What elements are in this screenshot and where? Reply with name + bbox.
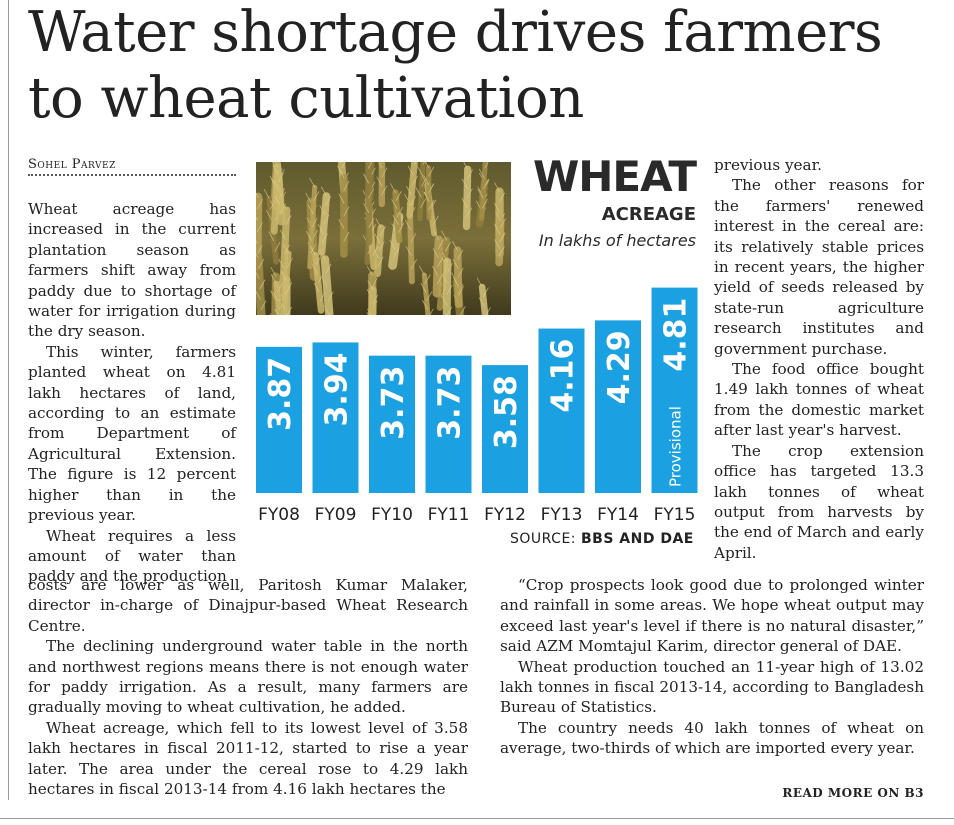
chart-source: SOURCE: BBS AND DAE <box>510 531 694 547</box>
article-paragraph: Wheat production touched an 11-year high… <box>500 657 924 717</box>
article-paragraph: previous year. <box>714 156 822 174</box>
bar-value-label: 4.81 <box>659 298 694 372</box>
bar-fy14 <box>595 320 641 493</box>
bar-fy13 <box>538 328 585 493</box>
chart-unit-label: In lakhs of hectares <box>538 231 696 250</box>
article-paragraph: The food office bought 1.49 lakh tonnes … <box>714 360 924 440</box>
byline: Sohel Parvez <box>28 157 116 172</box>
article-column-left: Wheat acreage has increased in the curre… <box>28 199 236 587</box>
bar-value-label: 3.73 <box>376 366 411 440</box>
bar-value-label: 4.16 <box>546 339 581 413</box>
bar-fy11 <box>425 355 472 493</box>
bar-fy09 <box>312 342 359 493</box>
bar-value-label: 4.29 <box>602 330 637 404</box>
source-value: BBS AND DAE <box>580 531 694 547</box>
chart-title: WHEAT <box>532 152 697 201</box>
bar-annotation: Provisional <box>667 406 685 487</box>
category-label: FY12 <box>484 505 526 525</box>
bar-value-label: 3.58 <box>489 375 524 449</box>
bar-value-label: 3.94 <box>320 352 355 426</box>
page-rule-bottom <box>0 818 954 819</box>
category-label: FY15 <box>654 505 696 525</box>
article-paragraph: Wheat acreage has increased in the curre… <box>28 200 236 341</box>
article-paragraph: The crop extension office has targeted 1… <box>714 441 924 562</box>
bar-value-label: 3.73 <box>433 366 468 440</box>
category-label: FY09 <box>315 505 357 525</box>
bar-value-label: 3.87 <box>263 357 298 431</box>
article-paragraph: costs are lower as well, Paritosh Kumar … <box>28 576 468 635</box>
bar-fy12 <box>482 365 528 493</box>
article-column-right-wide: “Crop prospects look good due to prolong… <box>500 575 924 759</box>
chart-subtitle: ACREAGE <box>601 204 696 225</box>
category-label: FY14 <box>597 505 639 525</box>
headline: Water shortage drives farmers to wheat c… <box>28 0 883 131</box>
article-paragraph: The other reasons for the farmers' renew… <box>714 176 924 358</box>
article-paragraph: This winter, farmers planted wheat on 4.… <box>28 342 236 525</box>
bar-fy15 <box>651 287 698 493</box>
bar-fy08 <box>256 346 302 493</box>
category-label: FY11 <box>428 505 470 525</box>
column-rule-left <box>8 0 9 800</box>
article-paragraph: The country needs 40 lakh tonnes of whea… <box>500 718 924 758</box>
byline-divider <box>28 174 236 176</box>
read-more-link[interactable]: READ MORE ON B3 <box>782 786 924 800</box>
category-label: FY10 <box>371 505 413 525</box>
article-column-right: previous year. The other reasons for the… <box>714 155 924 563</box>
article-paragraph: Wheat acreage, which fell to its lowest … <box>28 718 468 799</box>
article-column-left-wide: costs are lower as well, Paritosh Kumar … <box>28 575 468 799</box>
wheat-field-photo <box>256 162 511 315</box>
article-paragraph: The declining underground water table in… <box>28 637 468 717</box>
source-label: SOURCE: <box>510 531 577 547</box>
category-label: FY08 <box>258 505 300 525</box>
article-paragraph: Wheat requires a less amount of water th… <box>28 526 236 586</box>
wheat-acreage-bar-chart: 3.87 FY08 3.94 FY09 3.73 FY10 3.73 FY11 3.58 FY12… <box>256 287 698 525</box>
bar-fy10 <box>369 355 415 493</box>
category-label: FY13 <box>541 505 583 525</box>
article-paragraph: “Crop prospects look good due to prolong… <box>500 576 924 656</box>
